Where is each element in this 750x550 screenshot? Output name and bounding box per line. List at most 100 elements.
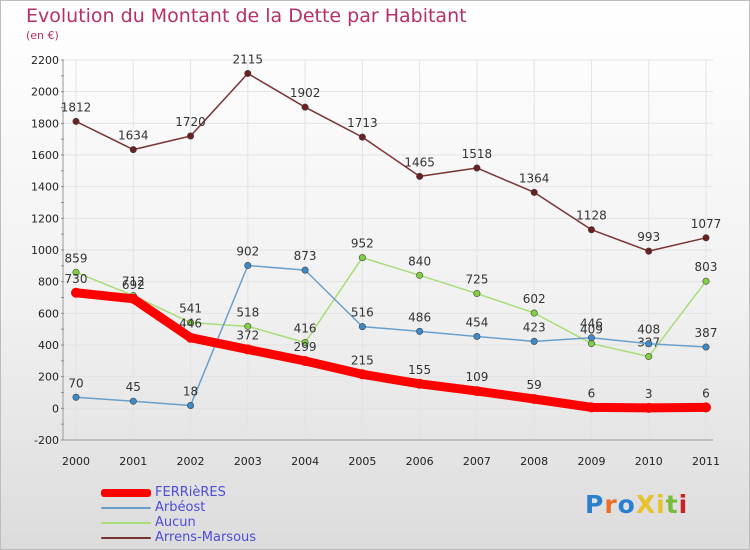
y-tick-label: 400 <box>38 339 59 352</box>
data-label: 993 <box>637 230 660 244</box>
data-label: 70 <box>68 376 83 390</box>
y-tick-label: 600 <box>38 307 59 320</box>
data-point <box>358 323 366 331</box>
data-label: 1713 <box>347 116 378 130</box>
series-line-arb-ost <box>75 264 707 407</box>
data-point <box>244 262 252 270</box>
data-point <box>645 247 653 255</box>
series-line-arrens-marsous <box>75 72 707 252</box>
data-label: 803 <box>695 260 718 274</box>
data-label: 446 <box>179 317 202 331</box>
x-tick-label: 2009 <box>577 455 605 468</box>
data-label: 6 <box>588 386 596 400</box>
data-point <box>414 378 425 389</box>
x-tick-label: 2007 <box>463 455 491 468</box>
logo-letter: i <box>656 490 666 519</box>
data-label: 518 <box>236 305 259 319</box>
data-label: 730 <box>65 272 88 286</box>
data-point <box>129 397 137 405</box>
data-point <box>586 402 597 413</box>
data-label: 840 <box>408 254 431 268</box>
x-tick-label: 2008 <box>520 455 548 468</box>
data-label: 2115 <box>233 52 264 66</box>
legend-item: FERRièRES <box>101 485 331 500</box>
logo-letter: X <box>635 490 657 519</box>
data-point <box>473 290 481 298</box>
x-tick-label: 2005 <box>348 455 376 468</box>
data-point <box>645 340 653 348</box>
data-label: 18 <box>183 384 198 398</box>
chart-legend: FERRièRES Arbéost Aucun Arrens-Marsous <box>101 485 331 545</box>
y-tick-label: 200 <box>38 371 59 384</box>
data-point <box>473 332 481 340</box>
data-point <box>530 337 538 345</box>
data-point <box>357 369 368 380</box>
data-label: 1518 <box>462 147 493 161</box>
data-point <box>301 338 309 346</box>
data-point <box>187 401 195 409</box>
data-label: 423 <box>523 320 546 334</box>
logo-letter: r <box>604 490 618 519</box>
y-tick-label: 1600 <box>31 149 59 162</box>
logo-letter: i <box>678 490 689 519</box>
series-line-ferri-res <box>71 288 711 413</box>
data-point <box>473 164 481 172</box>
data-label: 155 <box>408 363 431 377</box>
data-label: 541 <box>179 302 202 316</box>
data-label: 109 <box>465 370 488 384</box>
data-point <box>702 343 710 351</box>
data-label: 416 <box>294 321 317 335</box>
data-label: 387 <box>695 326 718 340</box>
legend-swatch <box>101 488 151 497</box>
data-point <box>529 393 540 404</box>
series-line-aucun <box>75 256 707 358</box>
data-label: 446 <box>580 317 603 331</box>
data-point <box>187 319 195 327</box>
data-point <box>301 103 309 111</box>
data-label: 1465 <box>404 155 435 169</box>
data-label: 6 <box>702 386 710 400</box>
x-tick-label: 2002 <box>177 455 205 468</box>
data-label: 725 <box>465 273 488 287</box>
data-label: 299 <box>294 340 317 354</box>
data-point <box>358 254 366 262</box>
data-label: 372 <box>236 328 259 342</box>
legend-item: Arrens-Marsous <box>101 530 331 545</box>
data-label: 602 <box>523 292 546 306</box>
data-label: 1128 <box>576 209 607 223</box>
y-tick-label: 1800 <box>31 117 59 130</box>
data-label: 454 <box>465 315 488 329</box>
legend-swatch <box>101 536 151 539</box>
legend-label: Arrens-Marsous <box>155 530 257 545</box>
data-label: 215 <box>351 353 374 367</box>
data-label: 45 <box>126 380 141 394</box>
data-point <box>701 402 711 413</box>
logo-letter: P <box>585 490 605 519</box>
data-label: 408 <box>637 323 660 337</box>
data-label: 516 <box>351 306 374 320</box>
y-tick-label: 1400 <box>31 181 59 194</box>
data-point <box>187 132 195 140</box>
y-tick-label: 800 <box>38 276 59 289</box>
legend-label: Aucun <box>155 515 196 530</box>
data-point <box>471 386 482 397</box>
data-point <box>587 340 595 348</box>
data-label: 712 <box>122 275 145 289</box>
data-point <box>358 133 366 141</box>
data-label: 409 <box>580 323 603 337</box>
data-point <box>128 293 139 304</box>
data-point <box>301 266 309 274</box>
x-tick-label: 2006 <box>406 455 434 468</box>
legend-swatch <box>101 521 151 524</box>
data-label: 902 <box>236 245 259 259</box>
x-tick-label: 2010 <box>635 455 663 468</box>
data-point <box>416 271 424 279</box>
data-point <box>587 334 595 342</box>
data-point <box>702 277 710 285</box>
data-point <box>72 117 80 125</box>
data-label: 3 <box>645 387 653 401</box>
data-point <box>300 355 311 366</box>
data-label: 692 <box>122 278 145 292</box>
